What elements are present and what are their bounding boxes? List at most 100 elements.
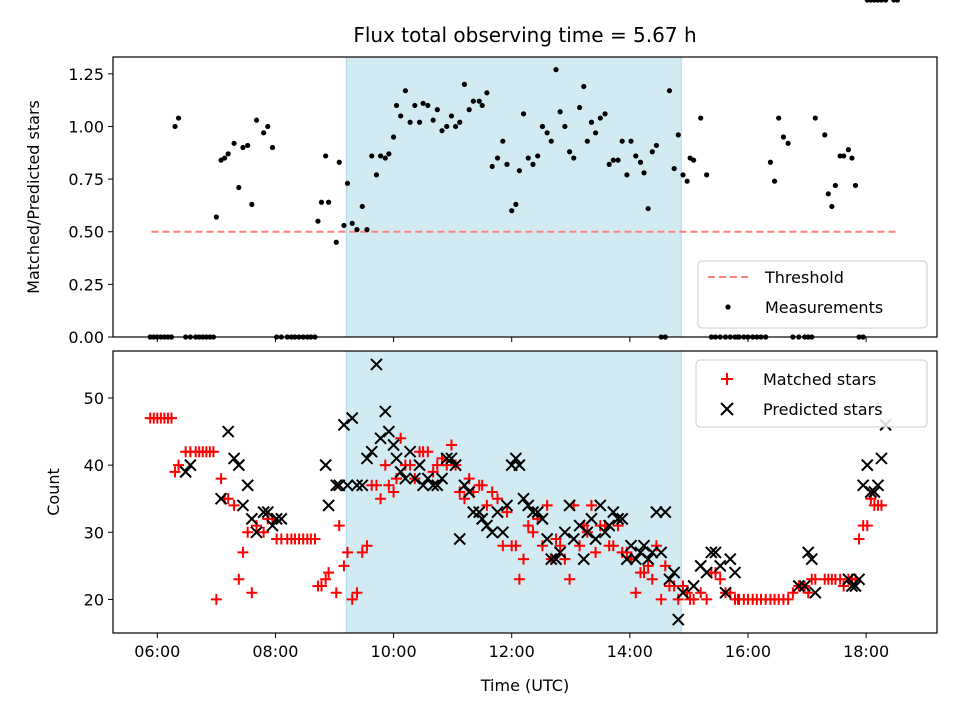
predicted-star-point [705, 546, 718, 559]
predicted-star-point [330, 479, 343, 492]
predicted-star-point [426, 479, 440, 492]
predicted-star-point [241, 479, 254, 492]
predicted-star-point [394, 465, 407, 479]
x-tick-label: 06:00 [134, 642, 180, 661]
measurement-point [333, 239, 339, 245]
measurement-point [832, 182, 839, 189]
predicted-star-point [637, 539, 651, 552]
predicted-star-point [585, 512, 598, 526]
measurement-point [269, 144, 276, 151]
matched-star-point [165, 412, 177, 424]
predicted-star-point [545, 552, 558, 566]
x-tick-label: 14:00 [607, 642, 653, 661]
top-y-tick-label: 1.25 [68, 65, 104, 84]
predicted-star-point [513, 458, 526, 472]
legend-matched-label: Matched stars [763, 370, 876, 389]
measurement-point [637, 159, 644, 165]
predicted-star-point [227, 452, 241, 465]
measurement-point [476, 98, 482, 104]
matched-star-point [454, 486, 466, 498]
measurement-point [425, 102, 431, 109]
predicted-star-point [214, 492, 228, 505]
measurement-point [494, 155, 501, 161]
matched-star-point [383, 479, 395, 491]
predicted-star-point [467, 505, 480, 519]
predicted-star-point [641, 552, 655, 566]
predicted-star-point [805, 552, 818, 566]
measurement-point [377, 153, 384, 159]
predicted-star-point [724, 552, 737, 566]
measurement-point [479, 102, 485, 109]
predicted-star-point [379, 405, 392, 418]
matched-star-point [258, 526, 270, 538]
predicted-star-point [435, 472, 449, 485]
measurement-point [852, 182, 859, 189]
measurement-point [225, 151, 231, 157]
predicted-star-point [577, 552, 590, 566]
matched-star-point [574, 540, 586, 552]
predicted-star-point [221, 425, 235, 438]
bottom-y-tick-label: 40 [84, 456, 104, 475]
predicted-star-point [500, 499, 514, 512]
measurement-point [249, 201, 255, 207]
matched-star-point [638, 567, 650, 579]
matched-star-point [559, 553, 571, 565]
measurement-point [470, 98, 476, 104]
matched-star-point [501, 506, 513, 518]
measurement-point [829, 203, 835, 210]
matched-star-point [228, 499, 240, 511]
predicted-star-point [611, 512, 625, 526]
matched-star-point [370, 479, 382, 491]
top-panel: 0.00 0.25 0.50 0.75 1.00 1.25 Matched/Predict… [24, 0, 938, 347]
measurement-point [318, 199, 325, 205]
measurement-point [386, 151, 392, 157]
matched-star-point [695, 587, 707, 599]
measurement-point [544, 130, 550, 136]
measurement-point [878, 0, 885, 3]
measurement-point [175, 115, 182, 121]
predicted-star-point [650, 505, 663, 519]
matched-star-point [207, 446, 219, 458]
bottom-y-axis-label: Count [44, 468, 63, 516]
predicted-star-point [700, 566, 713, 579]
predicted-star-point [346, 411, 359, 425]
measurement-point [315, 218, 321, 224]
measurement-point [364, 227, 370, 233]
measurement-point [597, 115, 603, 121]
predicted-star-point [319, 458, 332, 472]
measurement-point [412, 102, 418, 109]
measurement-point [354, 227, 360, 233]
measurement-point [675, 132, 681, 138]
measurement-point [680, 172, 686, 178]
measurement-point [530, 161, 536, 167]
matched-star-point [379, 459, 391, 471]
matched-star-point [251, 520, 263, 532]
measurement-point [577, 104, 583, 111]
predicted-star-point [540, 532, 554, 546]
measurement-point [624, 172, 630, 178]
matched-star-point [642, 560, 654, 572]
measurement-point [841, 153, 847, 159]
matched-star-point [564, 573, 576, 585]
predicted-star-point [615, 512, 629, 526]
matched-star-point [853, 533, 865, 545]
measurement-point [592, 130, 599, 136]
matched-star-point [173, 459, 185, 471]
predicted-star-point [370, 358, 383, 371]
measurement-point [213, 214, 219, 220]
predicted-star-point [522, 499, 535, 512]
predicted-star-point [232, 458, 246, 472]
predicted-star-point [462, 485, 476, 499]
measurement-point [785, 140, 791, 146]
predicted-star-point [714, 559, 727, 573]
measurement-point [845, 147, 851, 153]
measurement-point [231, 140, 237, 146]
matched-star-point [361, 540, 373, 552]
measurement-point [883, 0, 889, 3]
predicted-star-point [382, 425, 396, 438]
predicted-star-point [250, 526, 263, 539]
matched-star-point [585, 499, 597, 511]
measurement-point [369, 153, 375, 159]
measurement-point [649, 149, 655, 155]
